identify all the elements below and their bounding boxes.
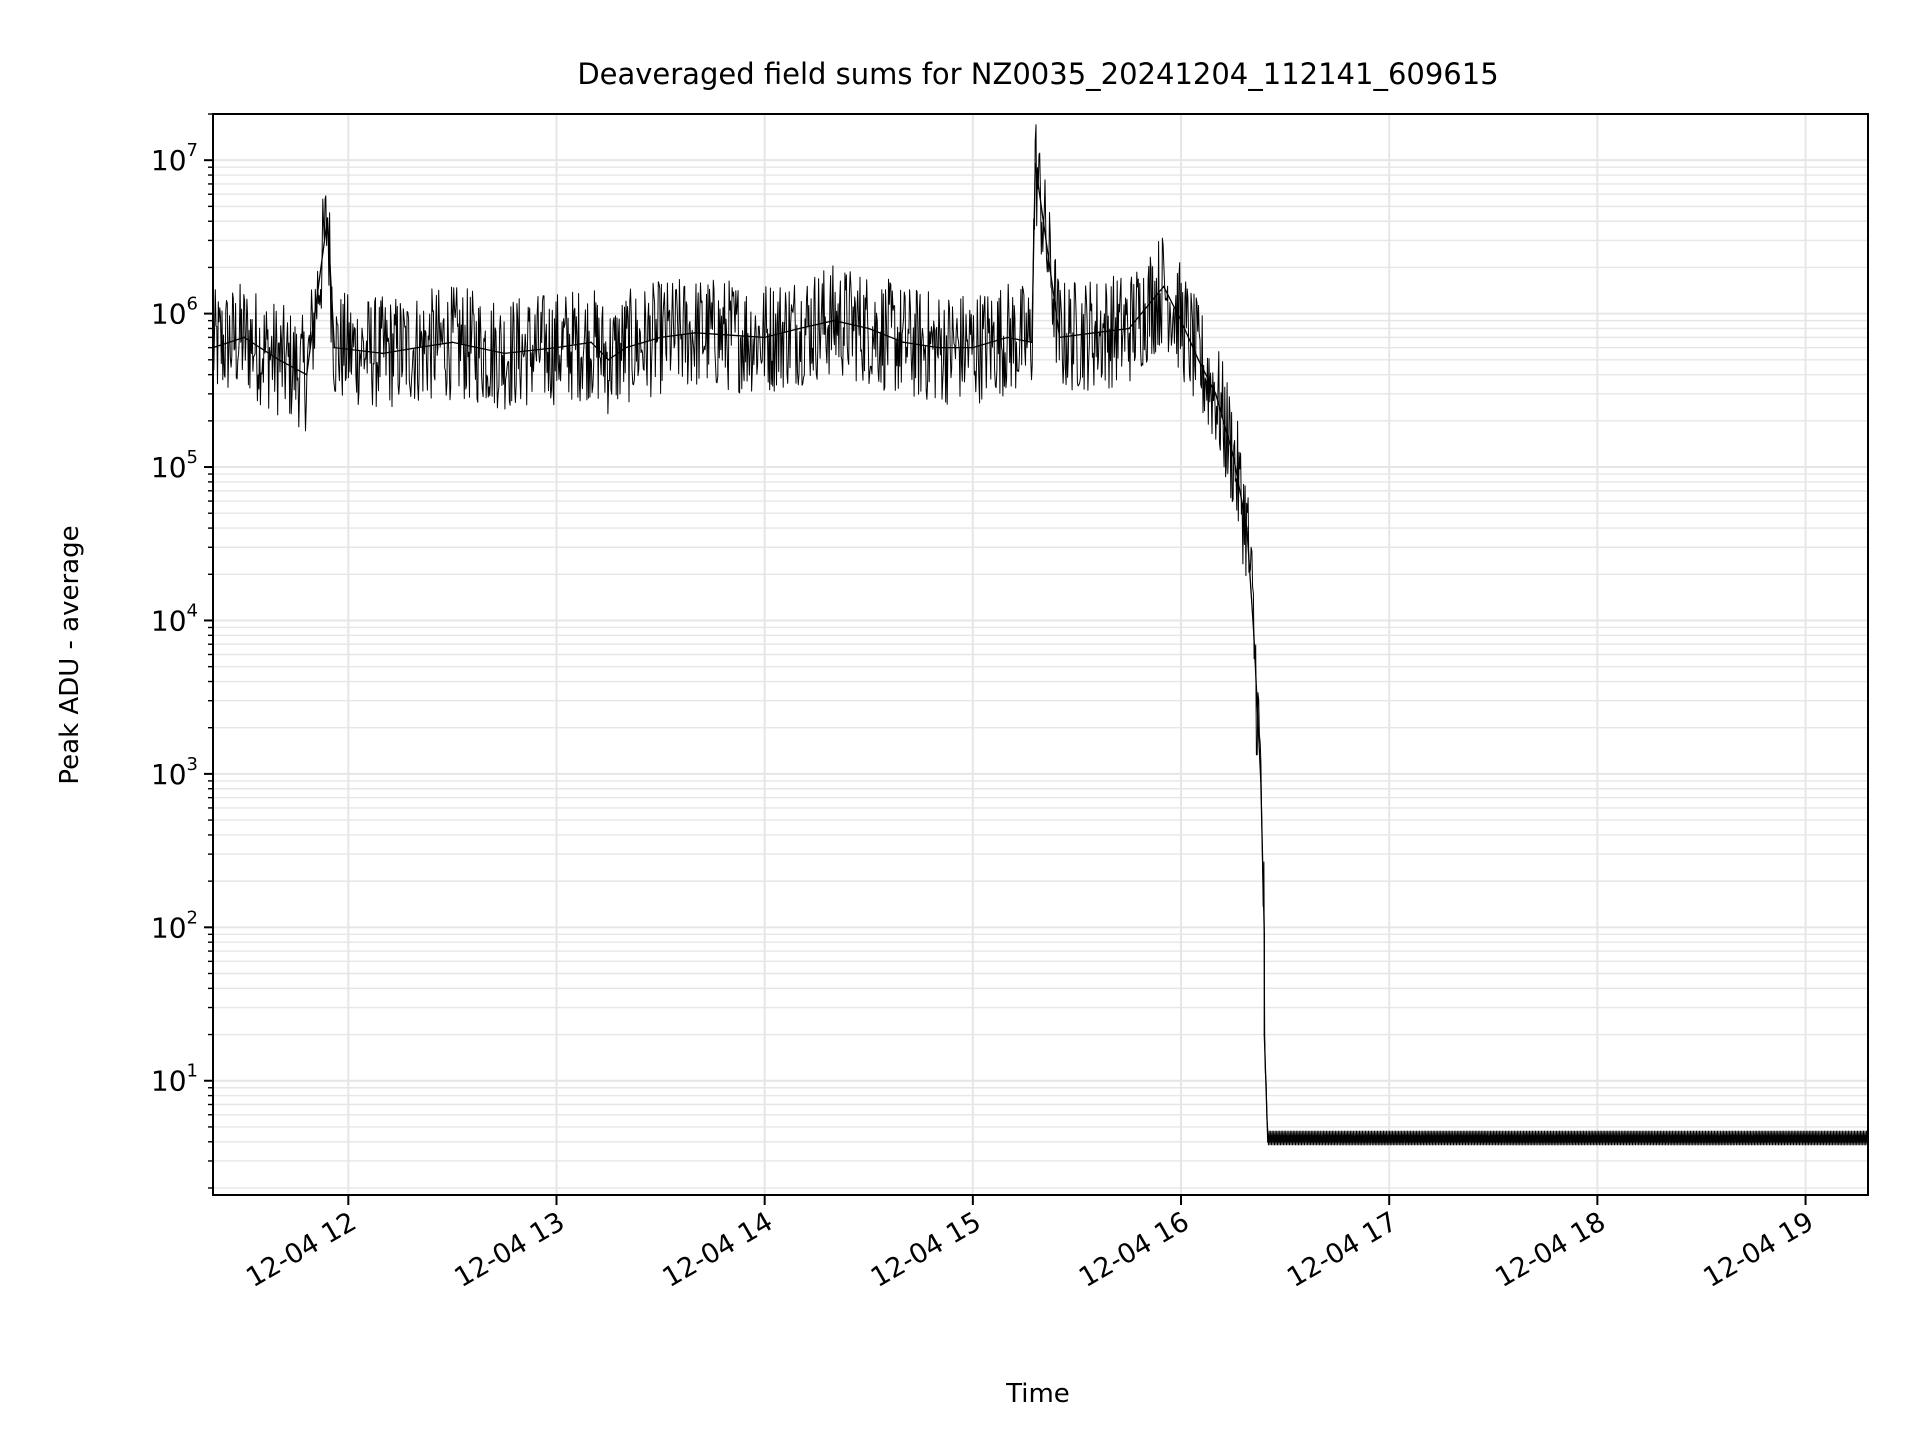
- data-point: [1031, 341, 1033, 344]
- data-point: [555, 346, 558, 349]
- y-tick-label: 107: [151, 140, 198, 177]
- series-line-noise: [212, 124, 1869, 1146]
- data-point: [1197, 359, 1200, 361]
- y-tick-exponent: 1: [187, 1061, 198, 1082]
- data-point: [1492, 1141, 1495, 1143]
- data-point: [278, 359, 280, 361]
- data-point: [1034, 162, 1037, 165]
- data-point: [902, 341, 905, 344]
- data-point: [590, 341, 592, 344]
- data-point: [937, 346, 939, 349]
- x-axis-label: Time: [1005, 1379, 1070, 1409]
- y-tick-label: 104: [151, 600, 198, 637]
- series-layer: [212, 124, 1869, 1146]
- data-point: [607, 359, 610, 361]
- data-point: [1162, 285, 1165, 288]
- data-point: [798, 327, 801, 330]
- data-point: [1128, 327, 1130, 330]
- data-point: [382, 352, 384, 355]
- data-point: [1804, 1141, 1807, 1143]
- data-point: [1253, 634, 1255, 637]
- data-point: [972, 346, 974, 349]
- data-point: [451, 341, 454, 344]
- data-point: [243, 336, 245, 339]
- data-point: [868, 327, 870, 330]
- y-tick-label: 101: [151, 1061, 198, 1098]
- data-point: [659, 336, 662, 339]
- y-tick-base: 10: [151, 451, 187, 484]
- data-point: [503, 352, 506, 355]
- y-tick-base: 10: [151, 144, 187, 177]
- data-point: [416, 346, 419, 349]
- data-point: [1180, 319, 1182, 322]
- data-point: [625, 346, 627, 349]
- y-tick-exponent: 2: [187, 907, 198, 928]
- data-point: [694, 332, 697, 334]
- data-point: [1214, 393, 1217, 395]
- data-point: [1263, 933, 1266, 936]
- data-point: [1267, 1141, 1269, 1143]
- data-point: [1700, 1141, 1703, 1143]
- data-point: [1260, 780, 1262, 782]
- y-tick-base: 10: [151, 298, 187, 331]
- data-point: [1232, 454, 1234, 456]
- y-tick-base: 10: [151, 911, 187, 944]
- y-tick-label: 102: [151, 907, 198, 944]
- grid: [213, 113, 1868, 1195]
- y-tick-exponent: 4: [187, 600, 198, 621]
- data-point: [333, 346, 336, 349]
- data-point: [1093, 332, 1096, 334]
- y-tick-base: 10: [151, 604, 187, 637]
- y-tick-base: 10: [151, 758, 187, 791]
- chart-title: Deaveraged field sums for NZ0035_2024120…: [577, 57, 1498, 91]
- data-point: [1246, 527, 1248, 529]
- y-axis-label: Peak ADU - average: [55, 525, 85, 784]
- y-tick-exponent: 3: [187, 754, 198, 775]
- data-point: [305, 373, 308, 376]
- y-tick-label: 106: [151, 294, 198, 331]
- y-tick-base: 10: [151, 1065, 187, 1098]
- data-point: [1596, 1141, 1599, 1143]
- data-point: [833, 319, 835, 322]
- data-point: [1006, 336, 1009, 339]
- y-tick-exponent: 7: [187, 140, 198, 161]
- y-tick-exponent: 5: [187, 447, 198, 468]
- data-point: [1058, 336, 1061, 339]
- data-point: [1263, 1033, 1266, 1036]
- y-tick-label: 105: [151, 447, 198, 484]
- y-tick-exponent: 6: [187, 294, 198, 315]
- series-line: [212, 163, 1868, 1143]
- data-point: [326, 217, 329, 219]
- data-point: [1388, 1141, 1390, 1143]
- data-point: [763, 336, 766, 339]
- y-tick-label: 103: [151, 754, 198, 791]
